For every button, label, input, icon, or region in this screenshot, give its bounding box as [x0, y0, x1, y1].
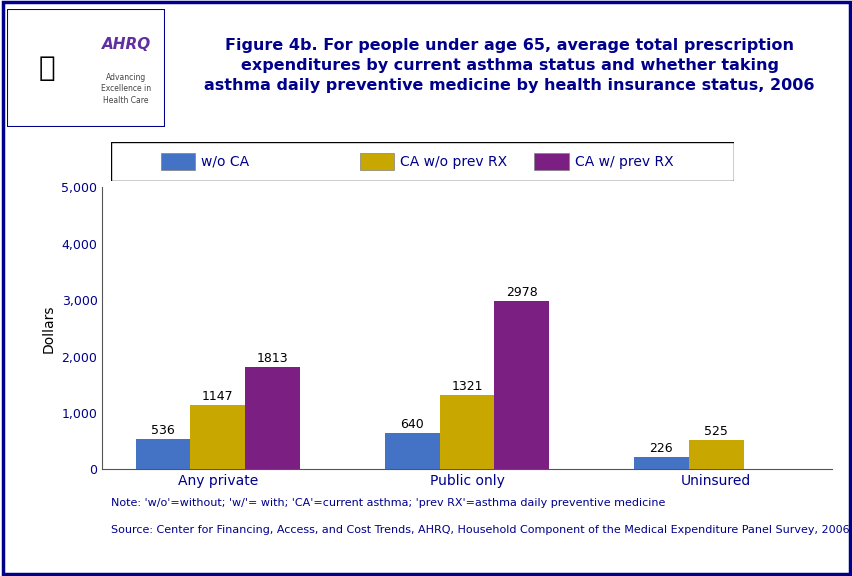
Text: 2978: 2978 — [505, 286, 537, 300]
Bar — [688, 440, 743, 469]
Text: Source: Center for Financing, Access, and Cost Trends, AHRQ, Household Component: Source: Center for Financing, Access, an… — [111, 525, 849, 535]
Text: 640: 640 — [400, 418, 423, 431]
Bar — [633, 457, 688, 469]
Bar — [135, 439, 190, 469]
Bar — [160, 153, 195, 170]
Text: 1147: 1147 — [202, 390, 233, 403]
Bar — [384, 433, 439, 469]
Y-axis label: Dollars: Dollars — [42, 304, 56, 353]
Text: Note: 'w/o'=without; 'w/'= with; 'CA'=current asthma; 'prev RX'=asthma daily pre: Note: 'w/o'=without; 'w/'= with; 'CA'=cu… — [111, 498, 665, 508]
Text: 1813: 1813 — [256, 352, 288, 365]
Bar — [190, 405, 245, 469]
Text: AHRQ: AHRQ — [101, 36, 151, 52]
Text: CA w/ prev RX: CA w/ prev RX — [574, 155, 672, 169]
Bar — [245, 367, 300, 469]
Text: 226: 226 — [649, 442, 672, 454]
Text: Figure 4b. For people under age 65, average total prescription
expenditures by c: Figure 4b. For people under age 65, aver… — [204, 38, 814, 93]
Bar — [494, 301, 549, 469]
Text: 1321: 1321 — [451, 380, 482, 393]
Bar — [533, 153, 568, 170]
Text: CA w/o prev RX: CA w/o prev RX — [400, 155, 507, 169]
Text: w/o CA: w/o CA — [201, 155, 249, 169]
Bar — [360, 153, 394, 170]
Bar — [439, 395, 494, 469]
Text: Advancing
Excellence in
Health Care: Advancing Excellence in Health Care — [101, 73, 151, 105]
Text: 525: 525 — [704, 425, 728, 438]
Text: 🦅: 🦅 — [39, 54, 55, 82]
Text: 536: 536 — [151, 424, 175, 437]
